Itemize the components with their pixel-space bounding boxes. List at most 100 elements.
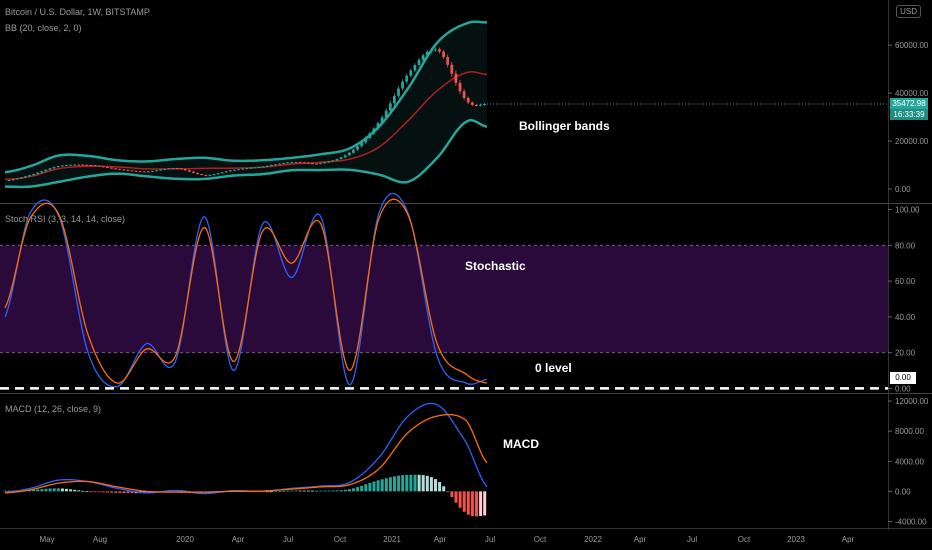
stochastic-annotation: Stochastic <box>465 259 526 273</box>
candle-body <box>130 170 134 172</box>
time-axis-label: Apr <box>434 535 447 544</box>
macd-histogram-bar <box>319 490 323 492</box>
macd-histogram-bar <box>454 491 458 503</box>
candle-body <box>245 168 249 170</box>
candle-body <box>52 167 56 169</box>
macd-histogram-bar <box>44 488 48 492</box>
y-tick-label: 60.00 <box>895 277 916 286</box>
candle-body <box>384 110 388 118</box>
macd-histogram-bar <box>458 491 462 508</box>
macd-histogram-bar <box>126 491 130 494</box>
macd-histogram-bar <box>446 491 450 493</box>
macd-histogram-bar <box>479 491 483 516</box>
macd-histogram-bar <box>302 490 306 492</box>
candle-body <box>85 164 89 166</box>
time-axis-label: Oct <box>738 535 751 544</box>
macd-histogram-bar <box>450 491 454 498</box>
macd-histogram-bar <box>343 489 347 492</box>
macd-histogram-bar <box>311 490 314 492</box>
candle-body <box>237 169 240 171</box>
candle-body <box>434 49 437 51</box>
macd-indicator-label: MACD (12, 26, close, 9) <box>5 404 102 414</box>
macd-histogram-bar <box>462 491 466 512</box>
macd-histogram-bar <box>3 490 7 492</box>
currency-badge[interactable]: USD <box>896 5 921 18</box>
candle-body <box>421 55 425 60</box>
candle-body <box>270 165 273 167</box>
candle-body <box>413 65 417 71</box>
time-axis-label: Jul <box>485 535 495 544</box>
candle-body <box>483 103 486 105</box>
candle-body <box>315 163 318 165</box>
macd-histogram-bar <box>434 479 437 492</box>
macd-histogram-bar <box>52 488 56 492</box>
y-tick-label: 8000.00 <box>895 427 924 436</box>
y-tick-label: 4000.00 <box>895 457 924 466</box>
macd-histogram-bar <box>73 489 77 492</box>
candle-body <box>442 51 445 58</box>
macd-histogram-bar <box>278 491 282 492</box>
candle-body <box>253 167 257 169</box>
stoch-band-fill <box>0 245 888 353</box>
candle-body <box>81 164 85 166</box>
macd-histogram-bar <box>409 474 413 492</box>
candle-body <box>122 169 126 171</box>
zero-level-tag: 0.00 <box>890 372 916 384</box>
bb-basis-line <box>4 71 487 181</box>
candle-body <box>196 172 199 175</box>
candle-body <box>15 178 19 180</box>
candle-body <box>183 169 187 171</box>
candle-body <box>249 167 253 169</box>
macd-histogram-bar <box>282 490 286 492</box>
candle-body <box>302 162 306 164</box>
candle-body <box>7 180 11 182</box>
candle-body <box>241 168 245 170</box>
candle-body <box>261 166 265 168</box>
candle-body <box>446 57 450 65</box>
candle-body <box>278 163 281 165</box>
candle-body <box>118 168 122 170</box>
macd-histogram-bar <box>376 480 380 492</box>
macd-histogram-bar <box>417 474 421 492</box>
time-axis-label: 2021 <box>383 535 401 544</box>
candle-body <box>65 165 68 167</box>
macd-histogram-bar <box>475 491 478 517</box>
candle-body <box>425 51 429 56</box>
symbol-title: Bitcoin / U.S. Dollar, 1W, BITSTAMP <box>5 7 150 17</box>
candle-body <box>380 117 384 124</box>
bar-countdown-tag: 16:33:39 <box>890 109 928 120</box>
candle-body <box>257 166 261 168</box>
y-tick-label: -4000.00 <box>895 517 927 526</box>
y-tick-label: 20000.00 <box>895 137 929 146</box>
candle-body <box>48 168 52 170</box>
candle-body <box>294 162 298 164</box>
candle-body <box>19 177 23 179</box>
macd-histogram-bar <box>290 490 294 492</box>
macd-histogram-bar <box>286 490 290 492</box>
bb-fill <box>5 21 487 188</box>
macd-histogram-bar <box>81 490 85 492</box>
candle-body <box>339 157 343 160</box>
time-axis-label: Jul <box>687 535 697 544</box>
candle-body <box>409 70 413 76</box>
candle-body <box>466 97 470 103</box>
macd-histogram-bar <box>77 490 81 492</box>
macd-signal-line <box>4 413 488 494</box>
candle-body <box>429 49 433 52</box>
candle-body <box>44 169 48 172</box>
macd-histogram-bar <box>270 491 273 493</box>
macd-histogram-bar <box>298 490 302 492</box>
candle-body <box>233 169 236 171</box>
time-axis-label: Jul <box>283 535 293 544</box>
candle-body <box>192 171 195 173</box>
macd-histogram-bar <box>93 491 97 493</box>
macd-histogram-bar <box>429 477 433 492</box>
macd-histogram-bar <box>442 486 446 492</box>
time-axis-label: Apr <box>634 535 647 544</box>
candle-body <box>32 174 35 176</box>
macd-histogram-bar <box>347 489 351 492</box>
macd-histogram-bar <box>339 490 343 492</box>
macd-histogram-bar <box>360 485 364 492</box>
candle-body <box>327 161 331 163</box>
